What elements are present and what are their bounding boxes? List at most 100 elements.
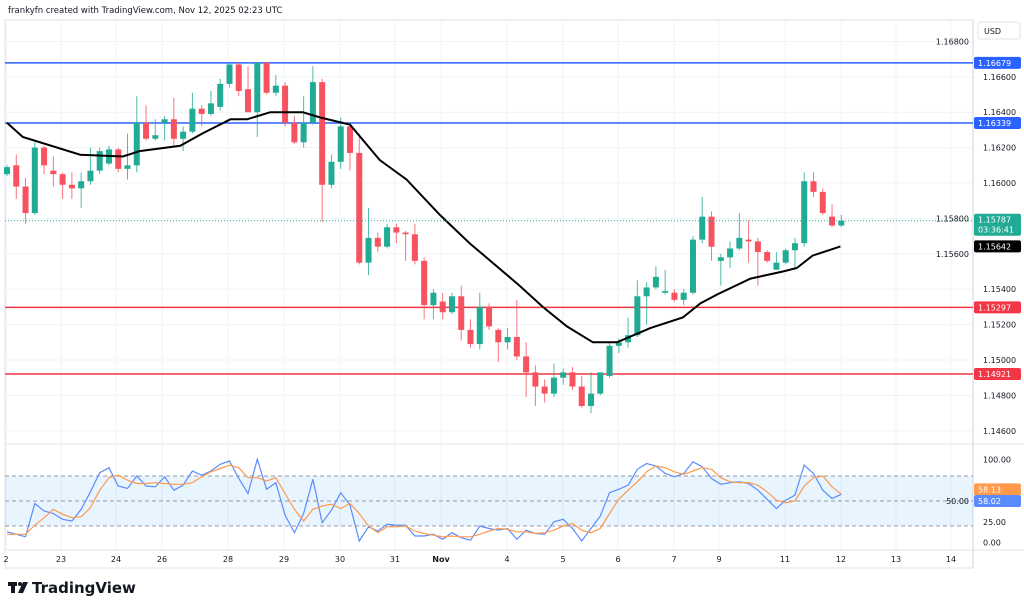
candle-body xyxy=(717,257,724,261)
price-tick-label: 1.15000 xyxy=(983,356,1016,365)
candle-body xyxy=(736,237,743,249)
candle-body xyxy=(754,241,761,253)
tradingview-logo-icon xyxy=(8,582,28,593)
candle-up xyxy=(838,214,845,228)
candle-body xyxy=(606,345,613,376)
candle-body xyxy=(708,216,715,247)
price-tick-label: 1.15400 xyxy=(983,285,1016,294)
candle-body xyxy=(430,292,437,306)
candle-body xyxy=(180,131,187,139)
candle-up xyxy=(476,292,483,350)
candle-up xyxy=(430,289,437,320)
candle-body xyxy=(50,170,57,175)
countdown-label: 03:36:41 xyxy=(978,226,1014,235)
candle-down xyxy=(523,342,530,398)
candle-body xyxy=(198,108,205,114)
candle-body xyxy=(300,122,307,143)
candle-body xyxy=(838,220,845,226)
candle-body xyxy=(133,122,140,166)
price-tick-label: 1.14600 xyxy=(983,427,1016,436)
candle-down xyxy=(810,172,817,198)
candle-up xyxy=(680,289,687,306)
candle-down xyxy=(819,188,826,215)
candle-body xyxy=(578,386,585,407)
candle-down xyxy=(486,303,493,330)
candle-body xyxy=(31,147,38,214)
candle-up xyxy=(328,154,335,189)
candle-body xyxy=(115,149,122,169)
time-tick-label: 2 xyxy=(3,555,8,564)
candle-body xyxy=(588,393,595,407)
time-tick-label: 7 xyxy=(671,555,676,564)
candle-body xyxy=(829,216,836,226)
candle-body xyxy=(699,216,706,240)
oscillator-tick-label: 50.00 xyxy=(946,497,969,506)
ma-value-label-box xyxy=(974,240,1021,253)
candle-up xyxy=(448,292,455,314)
candle-body xyxy=(170,119,177,139)
oscillator-tick-label: 0.00 xyxy=(983,539,1001,548)
level-price-label-box xyxy=(974,301,1021,314)
candle-up xyxy=(773,252,780,270)
candle-up xyxy=(87,147,94,185)
candle-down xyxy=(374,232,381,253)
candle-body xyxy=(254,62,261,113)
candle-down xyxy=(764,250,771,263)
price-tick-label: 1.16400 xyxy=(983,108,1016,117)
candle-body xyxy=(569,372,576,387)
candle-body xyxy=(41,147,48,166)
candle-down xyxy=(245,66,252,113)
candle-body xyxy=(87,170,94,182)
candle-up xyxy=(597,372,604,396)
candle-body xyxy=(532,372,539,387)
candle-up xyxy=(189,92,196,134)
currency-box[interactable] xyxy=(977,21,1021,40)
candle-body xyxy=(22,186,29,214)
candle-down xyxy=(467,319,474,348)
candle-down xyxy=(829,204,836,228)
candle-down xyxy=(411,223,418,265)
time-tick-label: 24 xyxy=(111,555,121,564)
price-tick-label: 1.15600 xyxy=(936,250,969,259)
time-tick-label: 13 xyxy=(891,555,901,564)
candle-down xyxy=(22,177,29,224)
candle-down xyxy=(50,156,57,187)
candle-body xyxy=(309,82,316,123)
candle-up xyxy=(207,90,214,116)
candle-up xyxy=(652,266,659,290)
candle-body xyxy=(476,306,483,345)
price-axis[interactable]: 1.16800 1.16600 1.16400 1.16200 1.16000 1.158… xyxy=(936,37,1016,547)
oscillator-tick-label: 100.00 xyxy=(983,455,1011,464)
candle-body xyxy=(152,135,159,139)
candle-body xyxy=(597,372,604,394)
time-axis[interactable]: 2 23 24 26 28 29 30 31 Nov 4 5 6 7 9 11 12 13 14 xyxy=(3,555,956,564)
current-price-label: 1.15787 xyxy=(978,216,1011,225)
current-price-box xyxy=(974,213,1021,236)
candle-body xyxy=(337,126,344,162)
candle-down xyxy=(263,62,270,95)
candle-body xyxy=(207,103,214,114)
candle-body xyxy=(680,292,687,300)
candle-body xyxy=(384,227,391,247)
level-price-label: 1.16679 xyxy=(978,59,1011,68)
candle-up xyxy=(606,342,613,378)
candle-up xyxy=(643,282,650,325)
candle-down xyxy=(532,365,539,407)
attribution-text: frankyfn created with TradingView.com, N… xyxy=(8,6,282,16)
candle-body xyxy=(374,237,381,247)
candle-down xyxy=(13,154,20,199)
candle-up xyxy=(161,115,168,141)
candle-up xyxy=(662,269,669,295)
candle-body xyxy=(78,181,85,189)
candle-body xyxy=(4,167,10,175)
oscillator-k-label: 58.02 xyxy=(978,497,1001,506)
candle-body xyxy=(671,292,678,300)
candle-down xyxy=(319,78,326,222)
candle-body xyxy=(402,232,409,235)
candle-down xyxy=(754,237,761,286)
candle-up xyxy=(801,172,808,247)
candle-body xyxy=(467,329,474,345)
time-tick-label: 26 xyxy=(157,555,167,564)
candle-body xyxy=(282,85,289,123)
